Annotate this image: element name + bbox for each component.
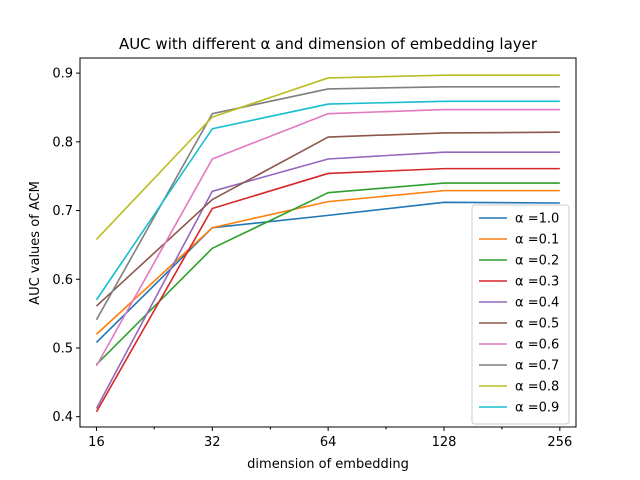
y-tick-label-0: 0.4: [52, 410, 73, 425]
legend-label-4: α =0.4: [515, 296, 559, 311]
legend-label-6: α =0.6: [515, 338, 559, 353]
y-axis-label: AUC values of ACM: [28, 181, 43, 305]
x-axis: 16 32 64 128 256: [88, 427, 572, 450]
y-axis: 0.4 0.5 0.6 0.7 0.8 0.9: [52, 67, 80, 425]
x-tick-label-3: 128: [432, 435, 457, 450]
y-tick-label-1: 0.5: [52, 341, 73, 356]
legend-label-9: α =0.9: [515, 401, 559, 416]
x-tick-label-4: 256: [547, 435, 572, 450]
plot-lines: [95, 74, 560, 413]
legend-label-1: α =0.1: [515, 233, 559, 248]
legend-label-0: α =1.0: [515, 212, 559, 227]
series-line-6: [95, 108, 560, 367]
series-line-2: [95, 182, 560, 366]
series-line-0: [95, 201, 560, 344]
legend-label-3: α =0.3: [515, 275, 559, 290]
series-line-7: [95, 86, 560, 321]
series-line-9: [95, 100, 560, 301]
series-line-8: [95, 74, 560, 240]
y-tick-label-3: 0.7: [52, 204, 73, 219]
x-tick-label-0: 16: [88, 435, 105, 450]
series-line-3: [95, 167, 560, 413]
legend-label-2: α =0.2: [515, 254, 559, 269]
y-tick-label-5: 0.9: [52, 67, 73, 82]
legend: α =1.0 α =0.1 α =0.2 α =0.3 α =0.4 α =0.5 α =0…: [471, 204, 570, 425]
y-tick-label-4: 0.8: [52, 135, 73, 150]
chart-title: AUC with different α and dimension of em…: [119, 35, 538, 53]
legend-label-8: α =0.8: [515, 380, 559, 395]
series-line-4: [95, 151, 560, 409]
x-tick-label-1: 32: [204, 435, 221, 450]
legend-label-5: α =0.5: [515, 317, 559, 332]
x-tick-label-2: 64: [320, 435, 337, 450]
x-axis-label: dimension of embedding: [247, 457, 409, 472]
series-line-5: [95, 131, 560, 307]
y-tick-label-2: 0.6: [52, 273, 73, 288]
legend-label-7: α =0.7: [515, 359, 559, 374]
